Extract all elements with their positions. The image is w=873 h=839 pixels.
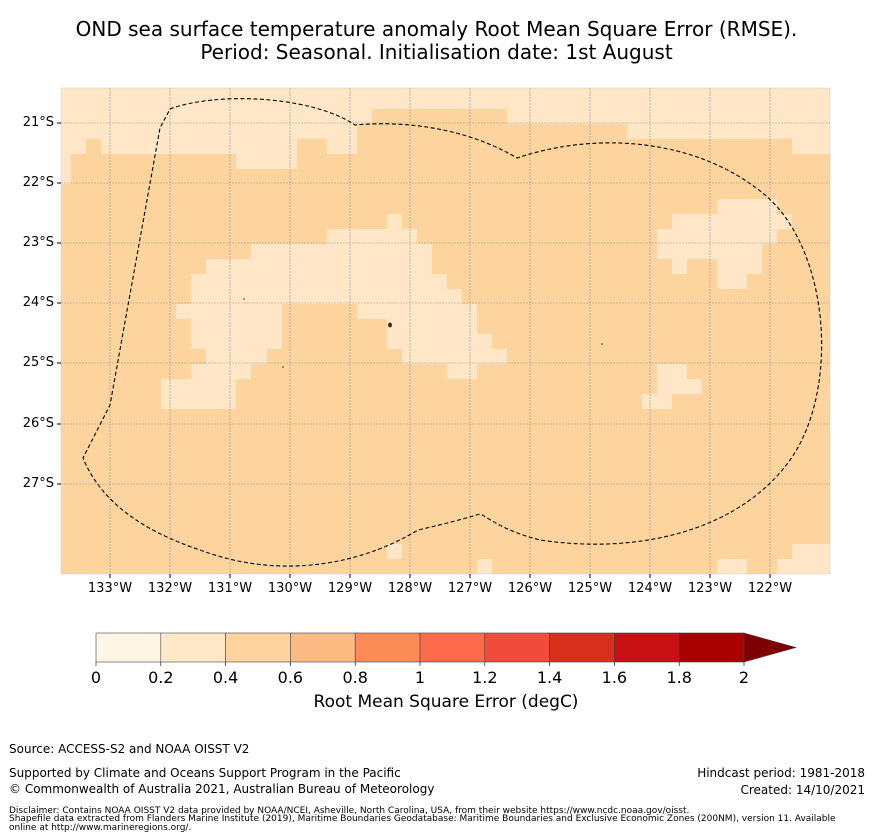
island-2 (243, 298, 245, 300)
axis-ticks (57, 122, 771, 578)
lat-label: 24°S (22, 295, 54, 310)
map-frame (60, 87, 831, 575)
colorbar (95, 632, 798, 666)
region-central-patch (161, 214, 507, 409)
colorbar-tick-label: 0.2 (148, 668, 174, 687)
lon-label: 123°W (687, 581, 733, 596)
colorbar-tick-label: 2 (738, 668, 750, 687)
colorbar-segment (354, 632, 421, 663)
eez-boundary (82, 98, 823, 567)
colorbar-segment (484, 632, 550, 663)
map-gridlines (61, 88, 830, 574)
colorbar-segment (678, 632, 745, 663)
chart-title-line-2: Period: Seasonal. Initialisation date: 1… (200, 40, 673, 64)
lon-label: 125°W (567, 581, 613, 596)
colorbar-segment (549, 632, 615, 663)
lat-label: 25°S (22, 355, 54, 370)
island-4 (601, 343, 603, 345)
colorbar-extend-arrow (743, 632, 798, 663)
colorbar-tick-label: 1.2 (472, 668, 498, 687)
disclaimer-line-2: Shapefile data extracted from Flanders M… (9, 814, 836, 824)
lon-label: 129°W (327, 581, 373, 596)
hindcast-period: Hindcast period: 1981-2018 (697, 766, 865, 780)
colorbar-segment (95, 632, 162, 663)
supported-text: Supported by Climate and Oceans Support … (9, 766, 401, 780)
chart-title-line-1: OND sea surface temperature anomaly Root… (75, 17, 798, 41)
disclaimer-line-1: Disclaimer: Contains NOAA OISST V2 data … (9, 806, 690, 816)
region-south-cell-4 (777, 544, 830, 574)
region-north-band (61, 88, 830, 184)
lat-label: 26°S (22, 416, 54, 431)
region-south-cell-3 (717, 559, 747, 574)
region-south-cell-1 (387, 544, 402, 559)
colorbar-tick-label: 1.8 (666, 668, 692, 687)
colorbar-tick-label: 1.4 (536, 668, 563, 687)
lon-label: 133°W (87, 581, 133, 596)
islands (243, 298, 603, 368)
colorbar-tick-label: 0.6 (277, 668, 304, 687)
colorbar-segment (614, 632, 680, 663)
lon-label: 131°W (207, 581, 253, 596)
created-date: Created: 14/10/2021 (740, 783, 865, 797)
source-text: Source: ACCESS-S2 and NOAA OISST V2 (9, 742, 250, 756)
colorbar-segment (419, 632, 486, 663)
lon-label: 124°W (627, 581, 673, 596)
colorbar-tick-label: 1.6 (601, 668, 628, 687)
lat-label: 21°S (22, 115, 54, 130)
colorbar-segment (225, 632, 291, 663)
colorbar-label: Root Mean Square Error (degC) (313, 692, 579, 712)
lon-label: 127°W (447, 581, 493, 596)
lon-label: 132°W (147, 581, 193, 596)
region-east-patch (657, 199, 792, 289)
lat-label: 23°S (22, 235, 54, 250)
colorbar-tick-label: 1 (414, 668, 426, 687)
region-south-cell-2 (477, 559, 492, 574)
lon-label: 130°W (267, 581, 313, 596)
island-3 (282, 366, 284, 368)
lon-label: 128°W (387, 581, 433, 596)
colorbar-tick-label: 0.8 (342, 668, 368, 687)
region-southeast-patch (642, 364, 702, 409)
colorbar-tick-label: 0.4 (212, 668, 239, 687)
colorbar-segment (160, 632, 226, 663)
lon-label: 126°W (507, 581, 553, 596)
copyright-text: © Commonwealth of Australia 2021, Austra… (9, 782, 435, 796)
disclaimer-line-3: online at http://www.marineregions.org/. (9, 823, 192, 833)
lat-label: 22°S (22, 175, 54, 190)
lon-label: 122°W (747, 581, 793, 596)
colorbar-tick-label: 0 (90, 668, 102, 687)
lat-label: 27°S (22, 476, 54, 491)
island-1 (388, 322, 392, 328)
rmse-low-bin-regions (61, 88, 830, 574)
colorbar-segment (290, 632, 356, 663)
